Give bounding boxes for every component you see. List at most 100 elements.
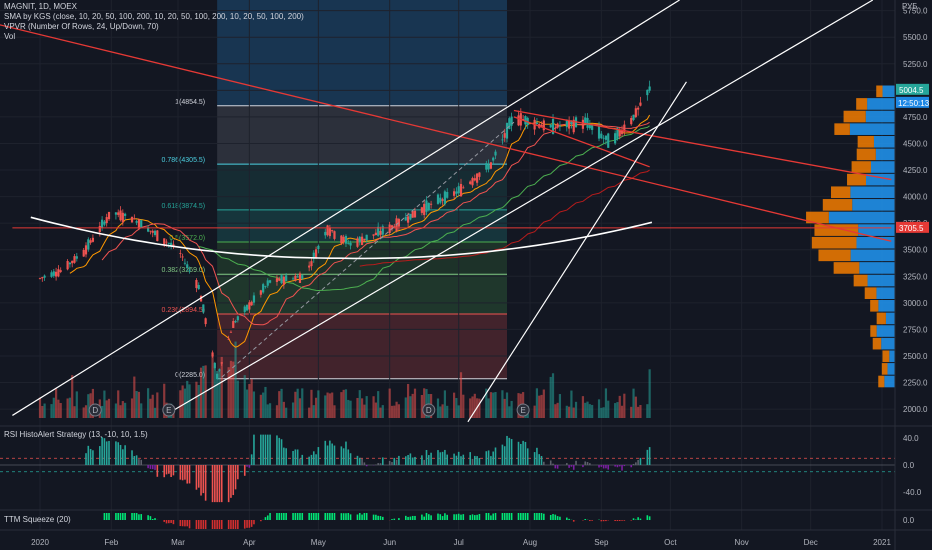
descending-trendline: [513, 116, 650, 168]
volume-bar: [342, 389, 345, 418]
candle-body: [616, 127, 619, 139]
y-tick-label: 2750.0: [903, 325, 928, 334]
candle-body: [462, 187, 465, 189]
volume-bar: [604, 388, 608, 418]
candle-body: [147, 227, 150, 232]
volume-bar: [634, 396, 637, 418]
fib-level-label: 1(4854.5): [175, 99, 205, 106]
candle-body: [471, 178, 474, 186]
volume-bar: [119, 405, 122, 418]
volume-bar: [623, 393, 626, 418]
volume-bar: [344, 389, 348, 418]
y-tick-label: 5750.0: [903, 7, 928, 16]
volume-bar: [117, 390, 120, 418]
candle-body: [551, 118, 555, 135]
candle-body: [213, 362, 216, 369]
candle-body: [71, 260, 74, 264]
volume-bar: [308, 407, 311, 418]
candle-body: [243, 306, 246, 312]
candle-body: [381, 226, 384, 235]
vpvr-down-bar: [876, 85, 883, 98]
candle-body: [508, 118, 511, 130]
volume-bar: [259, 394, 262, 418]
volume-bar: [181, 385, 184, 418]
fib-level-label: 0(2285.0): [175, 372, 205, 379]
volume-bar: [38, 397, 42, 418]
volume-bar: [535, 388, 539, 418]
candle-body: [75, 256, 78, 259]
volume-bar: [620, 405, 624, 418]
vpvr-down-bar: [870, 325, 877, 337]
volume-bar: [436, 398, 440, 418]
candle-body: [492, 157, 495, 161]
x-tick-label: Jul: [454, 538, 464, 547]
volume-bar: [602, 407, 605, 418]
candle-body: [510, 116, 513, 126]
volume-bar: [68, 397, 72, 418]
hline-price-badge: 3705.5: [899, 224, 924, 233]
candle-body: [356, 238, 359, 247]
candle-body: [149, 230, 152, 232]
event-marker-circle: [162, 403, 176, 417]
candle-body: [347, 243, 350, 245]
drawn-trendlines[interactable]: [0, 0, 892, 423]
volume-bar: [420, 395, 423, 418]
volume-bar: [542, 389, 545, 418]
y-tick-label: 2250.0: [903, 379, 928, 388]
x-tick-label: Nov: [735, 538, 749, 547]
y-tick-label: 4750.0: [903, 113, 928, 122]
y-tick-label: 5500.0: [903, 33, 928, 42]
channel-upper-line: [12, 0, 680, 416]
volume-bar: [505, 392, 509, 418]
candle-body: [469, 181, 472, 184]
volume-bar: [425, 389, 428, 418]
ttm-legend[interactable]: TTM Squeeze (20): [4, 515, 71, 524]
volume-bar: [291, 402, 295, 418]
candlestick-series: [38, 80, 651, 380]
candle-body: [607, 133, 610, 148]
volume-bar: [220, 356, 223, 418]
candle-body: [52, 271, 55, 276]
volume-bar: [114, 403, 118, 418]
countdown-badge: 12:50:13: [898, 99, 930, 108]
volume-bar: [381, 405, 384, 418]
candle-body: [91, 237, 95, 242]
sma-legend[interactable]: SMA by KGS (close, 10, 20, 50, 100, 200,…: [4, 12, 304, 21]
vol-legend[interactable]: Vol: [4, 32, 16, 41]
volume-bar: [43, 403, 46, 418]
volume-bar: [275, 405, 279, 418]
candle-body: [404, 216, 407, 221]
candle-body: [186, 264, 189, 268]
candle-body: [229, 331, 233, 333]
vpvr-up-bar: [884, 375, 895, 388]
event-marker-circle: [88, 403, 102, 417]
volume-bar: [568, 406, 571, 418]
rsi-tick-label: -40.0: [903, 488, 922, 497]
volume-bar: [232, 361, 235, 418]
channel-line: [166, 0, 874, 415]
vpvr-down-bar: [872, 337, 882, 350]
candle-body: [232, 321, 235, 328]
candle-body: [124, 213, 127, 216]
volume-bar: [492, 392, 495, 418]
volume-bar: [423, 388, 426, 418]
candle-body: [181, 256, 184, 258]
ttm-tick-label: 0.0: [903, 516, 915, 525]
candle-body: [455, 191, 458, 194]
candle-body: [308, 265, 311, 268]
volume-bar: [82, 407, 85, 418]
rsi-legend[interactable]: RSI HistoAlert Strategy (13, -10, 10, 1.…: [4, 430, 148, 439]
candle-body: [540, 124, 543, 127]
vpvr-legend[interactable]: VPVR (Number Of Rows, 24, Up/Down, 70): [4, 22, 159, 31]
volume-bar: [558, 394, 562, 418]
candle-body: [82, 250, 85, 257]
volume-bar: [443, 390, 446, 418]
fib-zone: [217, 314, 508, 379]
volume-bar: [494, 392, 497, 418]
candle-body: [409, 213, 412, 220]
ttm-squeeze-histogram: [103, 513, 651, 529]
volume-bar: [245, 389, 249, 418]
vpvr-down-bar: [834, 123, 850, 135]
volume-bar: [282, 401, 285, 418]
